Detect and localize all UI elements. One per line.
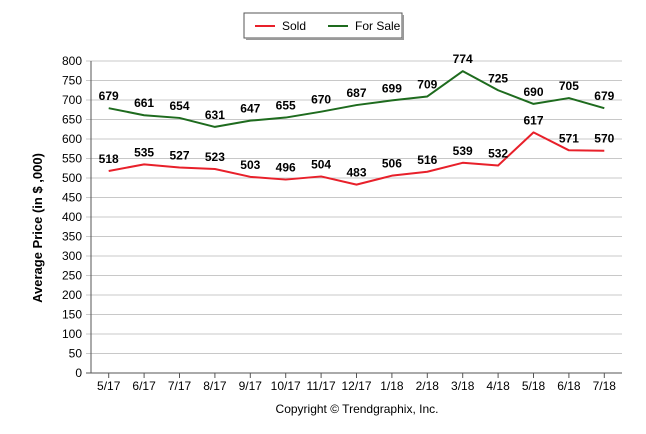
y-tick-label: 550 [62,152,82,166]
y-tick-label: 0 [75,366,82,380]
data-label-for-sale: 709 [417,77,437,91]
data-label-for-sale: 679 [594,89,614,103]
x-tick-label: 5/18 [522,379,546,393]
grid [86,60,622,378]
y-tick-label: 100 [62,327,82,341]
data-label-for-sale: 654 [169,99,189,113]
y-tick-label: 350 [62,230,82,244]
data-label-sold: 571 [559,131,579,145]
y-tick-label: 50 [69,347,83,361]
data-label-for-sale: 725 [488,71,508,85]
series-line-sold [108,131,605,186]
y-tick-label: 300 [62,249,82,263]
copyright-credit: Copyright © Trendgraphix, Inc. [276,402,439,416]
data-label-sold: 496 [276,161,296,175]
data-label-sold: 516 [417,153,437,167]
data-label-for-sale: 631 [205,108,225,122]
x-tick-label: 12/17 [341,379,371,393]
data-label-for-sale: 690 [523,85,543,99]
data-label-sold: 570 [594,132,614,146]
legend-label-sold: Sold [282,19,306,33]
x-tick-label: 7/18 [593,379,617,393]
data-label-for-sale: 679 [99,89,119,103]
data-label-for-sale: 705 [559,79,579,93]
data-label-for-sale: 647 [240,102,260,116]
data-label-for-sale: 661 [134,96,154,110]
data-label-sold: 617 [523,113,543,127]
x-tick-label: 5/17 [97,379,121,393]
x-tick-label: 11/17 [307,379,336,393]
y-tick-label: 500 [62,171,82,185]
data-label-sold: 518 [99,152,119,166]
y-axis-title: Average Price (in $ ,000) [30,153,45,303]
x-tick-label: 2/18 [416,379,440,393]
x-tick-label: 4/18 [486,379,510,393]
data-label-for-sale: 699 [382,81,402,95]
y-tick-label: 750 [62,74,82,88]
y-tick-label: 700 [62,93,82,107]
data-label-for-sale: 774 [453,52,473,66]
x-tick-label: 7/17 [168,379,192,393]
y-tick-labels: 0 50 100 150 200 250 300 350 400 450 500 550 600 650 7… [62,54,82,380]
series [108,70,605,186]
y-tick-label: 800 [62,54,82,68]
series-line-for-sale [108,70,605,128]
y-tick-label: 250 [62,269,82,283]
y-tick-label: 650 [62,113,82,127]
x-tick-label: 6/17 [132,379,156,393]
y-tick-label: 450 [62,191,82,205]
x-tick-label: 1/18 [380,379,404,393]
x-tick-labels: 5/17 6/17 7/17 8/17 9/17 10/17 11/17 12/17 1/18 2… [97,379,616,393]
y-tick-label: 600 [62,132,82,146]
y-tick-label: 400 [62,210,82,224]
data-label-sold: 504 [311,157,331,171]
y-tick-label: 200 [62,288,82,302]
data-label-for-sale: 655 [276,99,296,113]
data-label-sold: 527 [169,148,189,162]
data-label-sold: 539 [453,144,473,158]
x-tick-label: 9/17 [239,379,263,393]
x-tick-label: 3/18 [451,379,475,393]
y-tick-label: 150 [62,308,82,322]
x-tick-label: 10/17 [271,379,301,393]
data-label-sold: 483 [346,166,366,180]
data-label-sold: 506 [382,157,402,171]
data-label-for-sale: 687 [346,86,366,100]
data-label-sold: 523 [205,150,225,164]
x-tick-label: 6/18 [557,379,581,393]
data-labels: 518 535 527 523 503 496 504 483 506 516 539 532 617 5… [99,52,615,179]
legend-label-for-sale: For Sale [355,19,401,33]
data-label-sold: 532 [488,147,508,161]
data-label-sold: 535 [134,145,154,159]
legend: Sold For Sale [243,12,404,40]
data-label-for-sale: 670 [311,93,331,107]
x-tick-label: 8/17 [203,379,227,393]
data-label-sold: 503 [240,158,260,172]
